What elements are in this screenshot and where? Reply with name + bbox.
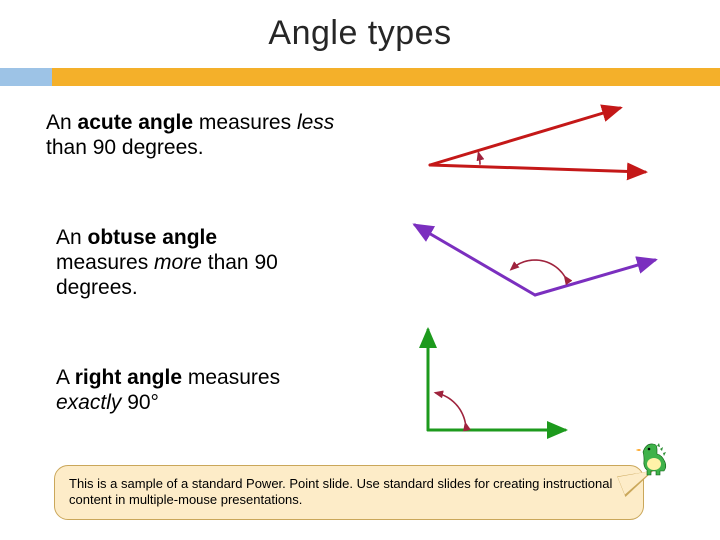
slide: Angle types An acute angle measures less… bbox=[0, 0, 720, 540]
callout-text: This is a sample of a standard Power. Po… bbox=[69, 476, 612, 507]
sample-callout: This is a sample of a standard Power. Po… bbox=[54, 465, 644, 520]
right-angle-figure bbox=[0, 0, 720, 540]
